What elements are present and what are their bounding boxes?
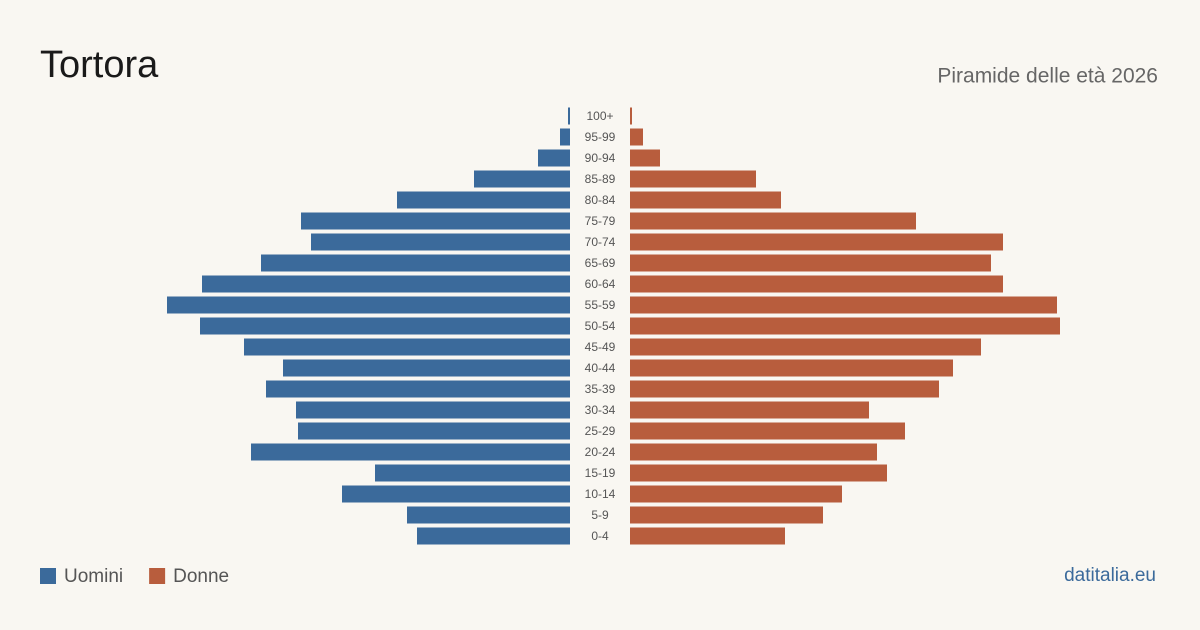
bar bbox=[630, 254, 991, 272]
age-label: 65-69 bbox=[585, 256, 616, 270]
age-label: 100+ bbox=[586, 109, 613, 123]
bar bbox=[298, 422, 570, 440]
age-label: 90-94 bbox=[585, 151, 616, 165]
chart-subtitle: Piramide delle età 2026 bbox=[937, 65, 1158, 88]
bar bbox=[538, 149, 570, 167]
bar bbox=[630, 359, 953, 377]
age-label: 5-9 bbox=[591, 508, 609, 522]
age-label: 95-99 bbox=[585, 130, 616, 144]
age-label: 50-54 bbox=[585, 319, 616, 333]
bar bbox=[630, 233, 1003, 251]
bar bbox=[202, 275, 570, 293]
age-label: 55-59 bbox=[585, 298, 616, 312]
bar bbox=[560, 128, 570, 146]
age-label: 40-44 bbox=[585, 361, 616, 375]
source: datitalia.eu bbox=[1064, 565, 1156, 586]
bar bbox=[630, 380, 939, 398]
bar bbox=[167, 296, 570, 314]
age-label: 15-19 bbox=[585, 466, 616, 480]
bar bbox=[630, 212, 916, 230]
bar bbox=[375, 464, 570, 482]
bar bbox=[630, 527, 785, 545]
bar bbox=[397, 191, 570, 209]
bar bbox=[266, 380, 570, 398]
bar bbox=[200, 317, 570, 335]
bar bbox=[407, 506, 570, 524]
bar bbox=[301, 212, 570, 230]
age-label: 60-64 bbox=[585, 277, 616, 291]
legend-swatch bbox=[149, 568, 166, 584]
bar bbox=[630, 422, 905, 440]
bar bbox=[630, 506, 823, 524]
bar bbox=[630, 191, 781, 209]
bar bbox=[417, 527, 570, 545]
legend-swatch bbox=[40, 568, 56, 584]
bar bbox=[630, 401, 869, 419]
chart-title: Tortora bbox=[40, 44, 159, 86]
bar bbox=[630, 149, 660, 167]
legend-label: Uomini bbox=[64, 566, 123, 587]
bar bbox=[630, 275, 1003, 293]
legend-label: Donne bbox=[173, 566, 229, 587]
bar bbox=[630, 485, 842, 503]
age-label: 25-29 bbox=[585, 424, 616, 438]
bar bbox=[630, 338, 981, 356]
bar bbox=[630, 170, 756, 188]
age-label: 70-74 bbox=[585, 235, 616, 249]
age-label: 0-4 bbox=[591, 529, 609, 543]
bar bbox=[474, 170, 570, 188]
age-label: 20-24 bbox=[585, 445, 616, 459]
bar bbox=[630, 443, 877, 461]
age-label: 30-34 bbox=[585, 403, 616, 417]
age-label: 80-84 bbox=[585, 193, 616, 207]
bar bbox=[630, 464, 887, 482]
bar bbox=[630, 317, 1060, 335]
bar bbox=[630, 296, 1057, 314]
age-label: 10-14 bbox=[585, 487, 616, 501]
age-label: 75-79 bbox=[585, 214, 616, 228]
bar bbox=[244, 338, 570, 356]
bar bbox=[630, 128, 643, 146]
bar bbox=[568, 107, 570, 125]
bar bbox=[261, 254, 570, 272]
age-label: 85-89 bbox=[585, 172, 616, 186]
age-label: 35-39 bbox=[585, 382, 616, 396]
bar bbox=[630, 107, 632, 125]
bar bbox=[283, 359, 570, 377]
bar bbox=[251, 443, 570, 461]
bar bbox=[342, 485, 570, 503]
bar bbox=[311, 233, 570, 251]
age-label: 45-49 bbox=[585, 340, 616, 354]
bar bbox=[296, 401, 570, 419]
